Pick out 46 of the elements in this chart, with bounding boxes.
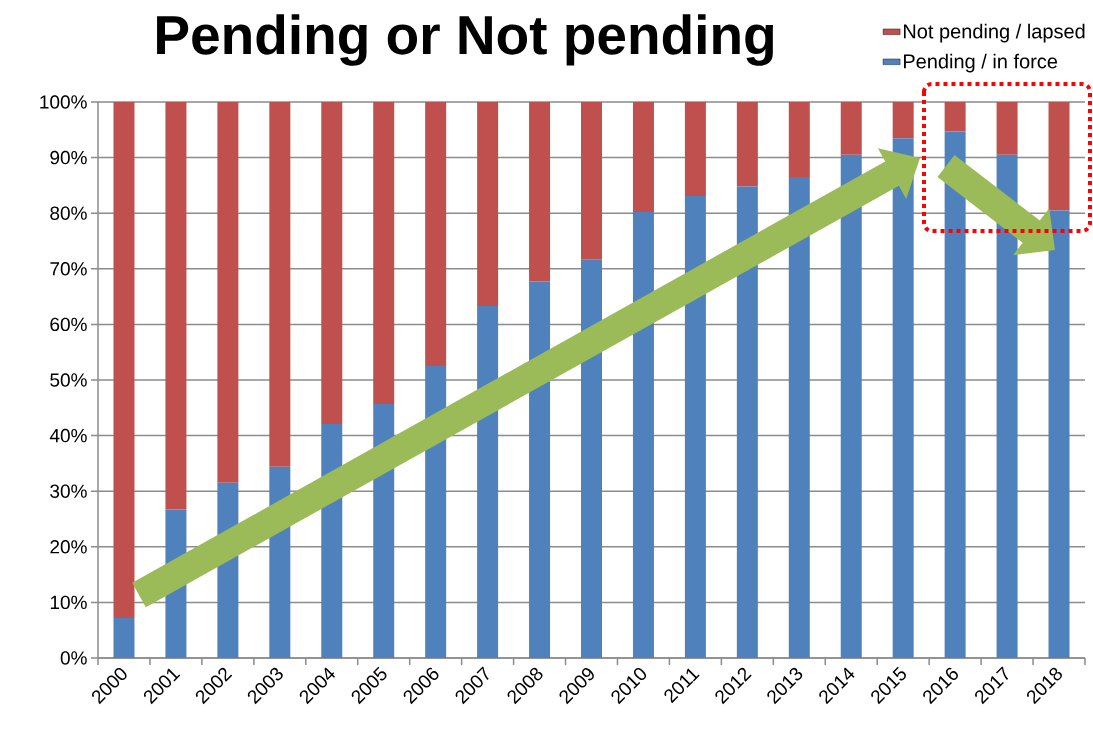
bar bbox=[840, 101, 862, 155]
bar bbox=[581, 101, 602, 260]
bar bbox=[373, 101, 395, 404]
y-tick-label: 50% bbox=[50, 373, 87, 387]
y-tick-label: 70% bbox=[50, 262, 87, 276]
bar bbox=[425, 101, 447, 367]
bar bbox=[788, 101, 810, 178]
y-tick-label: 30% bbox=[50, 484, 87, 498]
legend-label: Pending / in force bbox=[903, 53, 1058, 73]
bar bbox=[269, 101, 291, 467]
bar bbox=[944, 101, 966, 132]
y-tick-label: 20% bbox=[50, 540, 87, 554]
y-tick-label: 0% bbox=[60, 651, 87, 665]
bar bbox=[632, 212, 654, 658]
y-tick-label: 10% bbox=[50, 595, 87, 610]
bar bbox=[632, 101, 654, 213]
bar bbox=[1048, 101, 1070, 211]
bar bbox=[113, 617, 135, 658]
bar bbox=[736, 186, 758, 658]
bar bbox=[892, 101, 914, 139]
bar bbox=[529, 281, 551, 658]
y-tick-label: 100% bbox=[40, 95, 87, 109]
bar bbox=[892, 138, 914, 658]
bar bbox=[1048, 210, 1070, 658]
bar bbox=[165, 101, 187, 510]
bar bbox=[113, 101, 135, 618]
bar bbox=[944, 131, 966, 658]
bar bbox=[996, 154, 1018, 658]
y-tick-label: 80% bbox=[50, 206, 87, 220]
bar bbox=[840, 154, 862, 658]
bar bbox=[788, 177, 810, 658]
bar bbox=[217, 101, 239, 483]
bar bbox=[996, 101, 1018, 155]
bar bbox=[736, 101, 758, 187]
bar bbox=[529, 101, 551, 282]
legend-label: Not pending / lapsed bbox=[903, 23, 1085, 43]
bar bbox=[477, 306, 499, 658]
bar bbox=[477, 101, 499, 307]
bar bbox=[684, 195, 706, 658]
bar bbox=[321, 101, 343, 424]
y-tick-label: 60% bbox=[50, 317, 87, 332]
bar bbox=[581, 259, 602, 658]
y-tick-label: 40% bbox=[49, 428, 87, 443]
chart-title: Pending or Not pending bbox=[157, 14, 773, 66]
y-tick-label: 90% bbox=[50, 150, 87, 165]
bar bbox=[684, 101, 706, 196]
